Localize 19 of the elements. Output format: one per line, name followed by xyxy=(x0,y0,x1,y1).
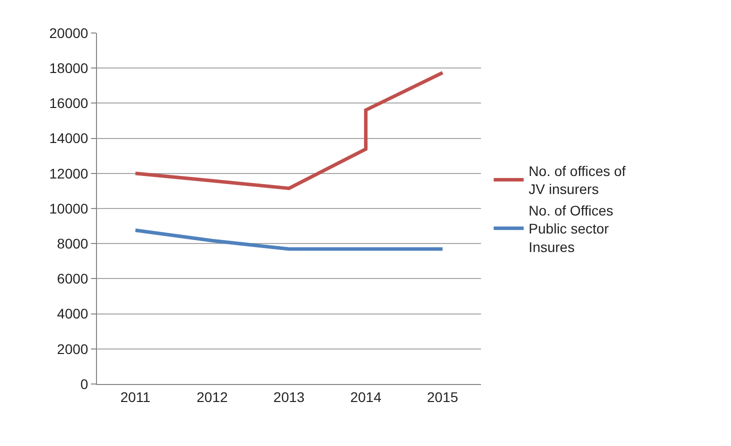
x-tick-label: 2015 xyxy=(427,388,458,405)
x-tick-label: 2013 xyxy=(273,388,305,405)
line-series xyxy=(134,70,444,190)
x-tick-label: 2011 xyxy=(120,388,151,405)
legend-label: No. of Offices Public sector Insures xyxy=(528,202,614,255)
x-tick-label: 2014 xyxy=(350,388,382,405)
y-tick-label: 12000 xyxy=(49,165,88,182)
y-tick-label: 6000 xyxy=(57,270,88,287)
y-tick-label: 14000 xyxy=(49,130,88,146)
y-tick-label: 18000 xyxy=(49,60,88,76)
y-tick-label: 0 xyxy=(80,376,88,392)
y-tick-label: 4000 xyxy=(57,306,88,322)
y-tick-label: 8000 xyxy=(57,236,88,252)
y-tick-label: 20000 xyxy=(49,24,88,41)
x-tick-label: 2012 xyxy=(196,388,228,405)
y-tick-label: 10000 xyxy=(49,200,88,216)
y-tick-label: 16000 xyxy=(49,95,88,112)
legend-label: No. of offices of JV insurers xyxy=(528,163,626,198)
y-tick-label: 2000 xyxy=(57,340,88,357)
